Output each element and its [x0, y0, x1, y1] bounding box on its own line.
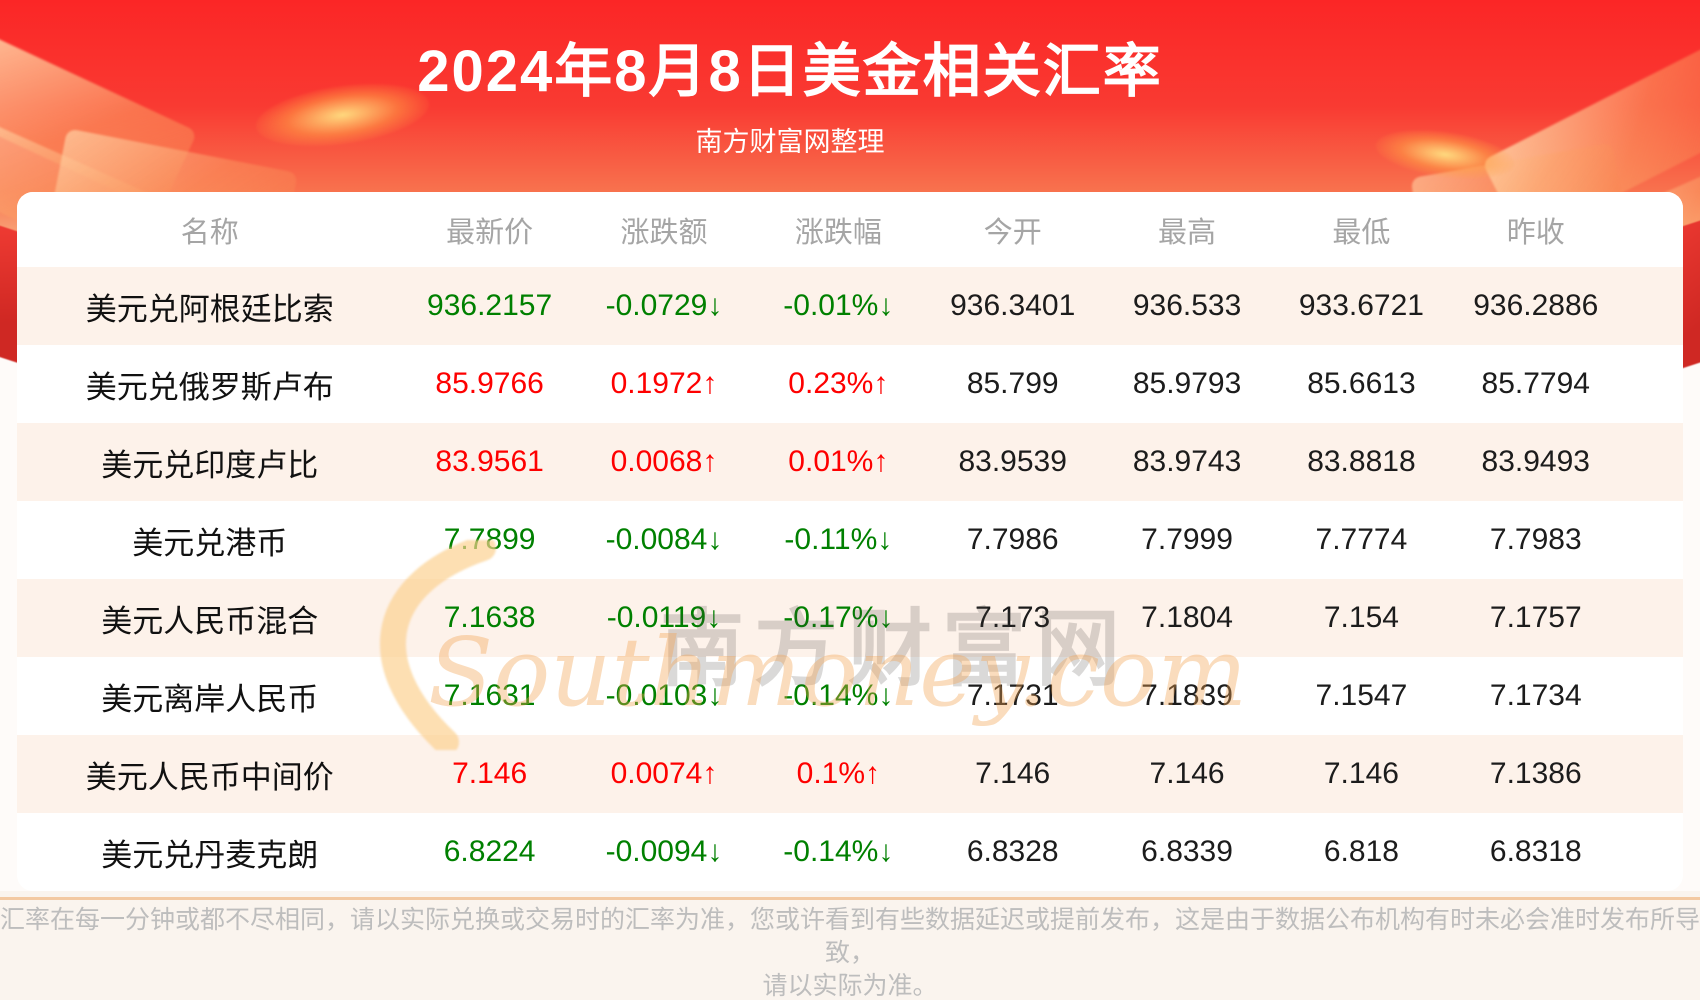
- low-price: 7.1547: [1315, 679, 1408, 712]
- low-price: 933.6721: [1298, 289, 1424, 322]
- column-header: 名称: [180, 216, 239, 249]
- open-price: 7.146: [975, 757, 1051, 790]
- low-price: 6.818: [1323, 835, 1399, 868]
- currency-pair-name: 美元人民币混合: [101, 603, 319, 639]
- open-price: 83.9539: [958, 445, 1067, 478]
- column-header: 昨收: [1506, 216, 1565, 249]
- change-amount: -0.0103↓: [605, 679, 723, 712]
- change-amount: -0.0094↓: [605, 835, 723, 868]
- exchange-rate-table: 名称 最新价 涨跌额 涨跌幅 今开 最高 最低 昨收 美元兑阿根廷比索 936.2157 -0…: [17, 192, 1683, 891]
- high-price: 7.146: [1149, 757, 1225, 790]
- change-percent: 0.01%↑: [788, 445, 889, 478]
- open-price: 7.7986: [966, 523, 1059, 556]
- table-row: 美元兑丹麦克朗 6.8224 -0.0094↓ -0.14%↓ 6.8328 6…: [17, 813, 1683, 891]
- latest-price: 7.146: [452, 757, 528, 790]
- change-percent: 0.23%↑: [788, 367, 889, 400]
- page-title: 2024年8月8日美金相关汇率: [417, 39, 1163, 104]
- high-price: 83.9743: [1132, 445, 1242, 478]
- currency-pair-name: 美元兑阿根廷比索: [85, 291, 334, 327]
- currency-pair-name: 美元人民币中间价: [85, 759, 334, 795]
- currency-pair-name: 美元兑俄罗斯卢布: [85, 369, 334, 405]
- high-price: 6.8339: [1141, 835, 1233, 868]
- prev-close-price: 83.9493: [1481, 445, 1590, 478]
- change-percent: 0.1%↑: [796, 757, 881, 790]
- change-amount: -0.0729↓: [605, 289, 723, 322]
- high-price: 936.533: [1132, 289, 1242, 322]
- change-amount: -0.0119↓: [606, 601, 722, 634]
- prev-close-price: 7.1757: [1489, 601, 1582, 634]
- currency-pair-name: 美元兑印度卢比: [101, 447, 319, 483]
- table-row: 美元兑港币 7.7899 -0.0084↓ -0.11%↓ 7.7986 7.7…: [17, 501, 1683, 579]
- open-price: 936.3401: [950, 289, 1076, 322]
- latest-price: 85.9766: [435, 367, 544, 400]
- high-price: 7.7999: [1141, 523, 1233, 556]
- change-amount: 0.0068↑: [610, 445, 718, 478]
- column-header: 最低: [1332, 216, 1391, 249]
- change-percent: -0.11%↓: [784, 523, 893, 556]
- high-price: 85.9793: [1132, 367, 1242, 400]
- low-price: 83.8818: [1307, 445, 1416, 478]
- table-row: 美元离岸人民币 7.1631 -0.0103↓ -0.14%↓ 7.1731 7…: [17, 657, 1683, 735]
- prev-close-price: 7.1734: [1489, 679, 1582, 712]
- change-percent: -0.01%↓: [783, 289, 894, 322]
- latest-price: 83.9561: [435, 445, 544, 478]
- change-amount: 0.0074↑: [610, 757, 718, 790]
- column-header: 最高: [1158, 216, 1217, 249]
- prev-close-price: 85.7794: [1481, 367, 1590, 400]
- change-percent: -0.14%↓: [783, 679, 894, 712]
- table-header-row: 名称 最新价 涨跌额 涨跌幅 今开 最高 最低 昨收: [17, 192, 1683, 267]
- latest-price: 6.8224: [443, 835, 536, 868]
- low-price: 7.154: [1323, 601, 1399, 634]
- change-percent: -0.14%↓: [783, 835, 894, 868]
- change-amount: -0.0084↓: [605, 523, 723, 556]
- table-row: 美元人民币混合 7.1638 -0.0119↓ -0.17%↓ 7.173 7.…: [17, 579, 1683, 657]
- high-price: 7.1804: [1141, 601, 1233, 634]
- footer-disclaimer-line2: 请以实际为准。: [762, 972, 938, 1000]
- prev-close-price: 6.8318: [1489, 835, 1582, 868]
- footer-disclaimer-line1: 汇率在每一分钟或都不尽相同，请以实际兑换或交易时的汇率为准，您或许看到有些数据延…: [0, 906, 1700, 967]
- table-row: 美元兑阿根廷比索 936.2157 -0.0729↓ -0.01%↓ 936.3…: [17, 267, 1683, 345]
- footer-disclaimer: 汇率在每一分钟或都不尽相同，请以实际兑换或交易时的汇率为准，您或许看到有些数据延…: [0, 904, 1700, 1000]
- column-header: 今开: [983, 216, 1042, 249]
- latest-price: 7.7899: [443, 523, 536, 556]
- column-header: 涨跌幅: [794, 216, 882, 249]
- table-body: 美元兑阿根廷比索 936.2157 -0.0729↓ -0.01%↓ 936.3…: [17, 267, 1683, 891]
- low-price: 7.7774: [1315, 523, 1408, 556]
- column-header: 涨跌额: [620, 216, 708, 249]
- prev-close-price: 7.1386: [1489, 757, 1582, 790]
- low-price: 7.146: [1323, 757, 1399, 790]
- change-amount: 0.1972↑: [610, 367, 718, 400]
- page-subtitle: 南方财富网整理: [695, 127, 885, 157]
- currency-pair-name: 美元离岸人民币: [101, 681, 319, 717]
- open-price: 6.8328: [966, 835, 1059, 868]
- table-row: 美元人民币中间价 7.146 0.0074↑ 0.1%↑ 7.146 7.146…: [17, 735, 1683, 813]
- open-price: 7.173: [975, 601, 1051, 634]
- latest-price: 936.2157: [427, 289, 553, 322]
- footer-divider: [0, 897, 1700, 900]
- table-row: 美元兑俄罗斯卢布 85.9766 0.1972↑ 0.23%↑ 85.799 8…: [17, 345, 1683, 423]
- open-price: 85.799: [966, 367, 1059, 400]
- prev-close-price: 936.2886: [1473, 289, 1599, 322]
- column-header: 最新价: [446, 216, 534, 249]
- high-price: 7.1839: [1141, 679, 1233, 712]
- table-row: 美元兑印度卢比 83.9561 0.0068↑ 0.01%↑ 83.9539 8…: [17, 423, 1683, 501]
- change-percent: -0.17%↓: [783, 601, 894, 634]
- prev-close-price: 7.7983: [1489, 523, 1582, 556]
- latest-price: 7.1638: [443, 601, 536, 634]
- latest-price: 7.1631: [443, 679, 536, 712]
- currency-pair-name: 美元兑港币: [132, 525, 288, 561]
- currency-pair-name: 美元兑丹麦克朗: [101, 837, 319, 873]
- open-price: 7.1731: [966, 679, 1059, 712]
- low-price: 85.6613: [1307, 367, 1416, 400]
- footer-band: [0, 891, 1700, 1000]
